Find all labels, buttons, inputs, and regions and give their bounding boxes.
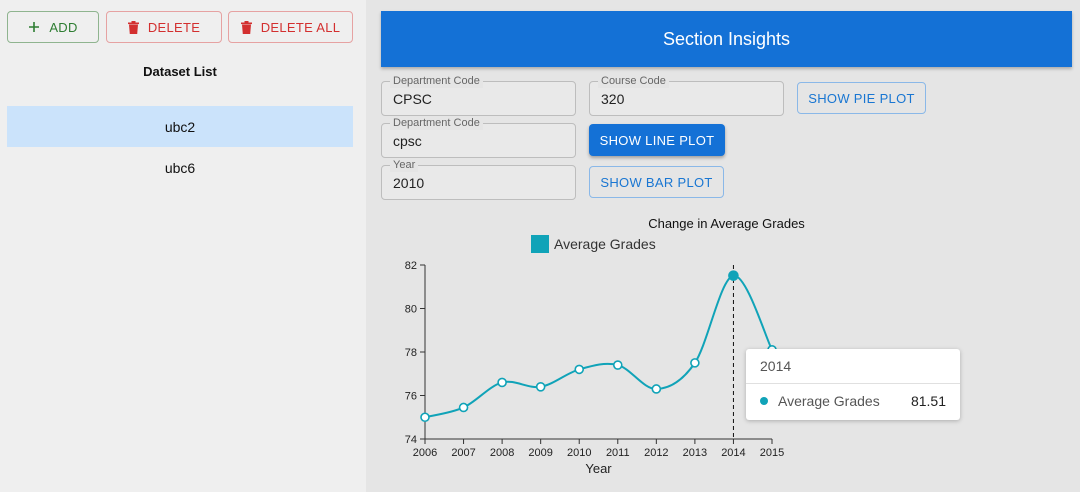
field-label: Year bbox=[390, 158, 419, 172]
trash-icon bbox=[127, 20, 139, 34]
sidebar: ADD DELETE DELETE ALL Dataset List ubc2 … bbox=[0, 0, 366, 492]
data-point bbox=[420, 412, 430, 423]
x-tick-label: 2011 bbox=[606, 447, 630, 459]
add-button-label: ADD bbox=[49, 19, 78, 35]
y-tick-label: 82 bbox=[405, 260, 417, 272]
add-button[interactable]: ADD bbox=[7, 11, 99, 43]
tooltip-series-name: Average Grades bbox=[778, 393, 880, 409]
delete-all-button-label: DELETE ALL bbox=[260, 19, 341, 35]
x-tick-label: 2012 bbox=[644, 447, 668, 459]
tooltip-title: 2014 bbox=[746, 349, 960, 384]
field-label: Department Code bbox=[390, 74, 483, 88]
data-point bbox=[728, 270, 739, 281]
field-label: Course Code bbox=[598, 74, 669, 88]
y-tick-label: 76 bbox=[405, 391, 417, 403]
data-point bbox=[535, 382, 546, 392]
dataset-item-ubc2[interactable]: ubc2 bbox=[7, 106, 353, 147]
legend-label: Average Grades bbox=[554, 236, 656, 252]
department-code-field-2[interactable]: Department Code cpsc bbox=[381, 116, 576, 158]
show-line-plot-button[interactable]: SHOW LINE PLOT bbox=[589, 124, 725, 156]
tooltip-row: Average Grades 81.51 bbox=[760, 393, 946, 409]
x-tick-label: 2008 bbox=[490, 447, 514, 459]
line-chart[interactable]: 74 76 78 80 82 2006 2007 2008 2009 2010 2011 2012 20… bbox=[380, 250, 810, 480]
delete-button[interactable]: DELETE bbox=[106, 11, 222, 43]
data-point bbox=[690, 358, 700, 368]
dataset-list-title: Dataset List bbox=[143, 64, 217, 79]
data-point bbox=[612, 360, 623, 370]
field-value: cpsc bbox=[393, 133, 422, 149]
series-line bbox=[424, 274, 773, 419]
x-tick-label: 2007 bbox=[451, 447, 475, 459]
delete-button-label: DELETE bbox=[147, 19, 201, 35]
series-dot-icon bbox=[760, 397, 768, 405]
field-value: 2010 bbox=[393, 175, 425, 191]
x-axis-label: Year bbox=[585, 461, 612, 476]
x-tick-label: 2014 bbox=[721, 447, 745, 459]
data-point bbox=[458, 402, 469, 413]
dataset-item-ubc6[interactable]: ubc6 bbox=[7, 147, 353, 188]
show-bar-plot-button[interactable]: SHOW BAR PLOT bbox=[589, 166, 724, 198]
chart-title: Change in Average Grades bbox=[648, 216, 805, 231]
trash-icon bbox=[240, 20, 252, 34]
field-label: Department Code bbox=[390, 116, 483, 130]
show-pie-plot-button[interactable]: SHOW PIE PLOT bbox=[797, 82, 926, 114]
field-value: 320 bbox=[601, 91, 625, 107]
chart-legend[interactable]: Average Grades bbox=[531, 235, 656, 253]
x-tick-label: 2013 bbox=[683, 447, 707, 459]
chart-tooltip: 2014 Average Grades 81.51 bbox=[746, 349, 960, 420]
y-tick-label: 74 bbox=[405, 434, 417, 446]
x-tick-label: 2015 bbox=[760, 447, 784, 459]
data-point bbox=[574, 364, 585, 375]
department-code-field[interactable]: Department Code CPSC bbox=[381, 74, 576, 116]
field-value: CPSC bbox=[393, 91, 432, 107]
year-field[interactable]: Year 2010 bbox=[381, 158, 576, 200]
dataset-item-label: ubc2 bbox=[164, 118, 196, 135]
y-tick-label: 80 bbox=[405, 304, 417, 316]
x-tick-label: 2009 bbox=[528, 447, 552, 459]
x-tick-label: 2006 bbox=[413, 447, 437, 459]
y-tick-label: 78 bbox=[405, 347, 417, 359]
delete-all-button[interactable]: DELETE ALL bbox=[228, 11, 353, 43]
plus-icon bbox=[28, 21, 40, 33]
data-point bbox=[651, 384, 662, 394]
tooltip-value: 81.51 bbox=[910, 393, 946, 409]
legend-swatch bbox=[531, 235, 549, 253]
dataset-item-label: ubc6 bbox=[164, 159, 196, 176]
data-point bbox=[497, 377, 507, 388]
x-tick-label: 2010 bbox=[567, 447, 591, 459]
page-title: Section Insights bbox=[381, 11, 1072, 67]
course-code-field[interactable]: Course Code 320 bbox=[589, 74, 784, 116]
